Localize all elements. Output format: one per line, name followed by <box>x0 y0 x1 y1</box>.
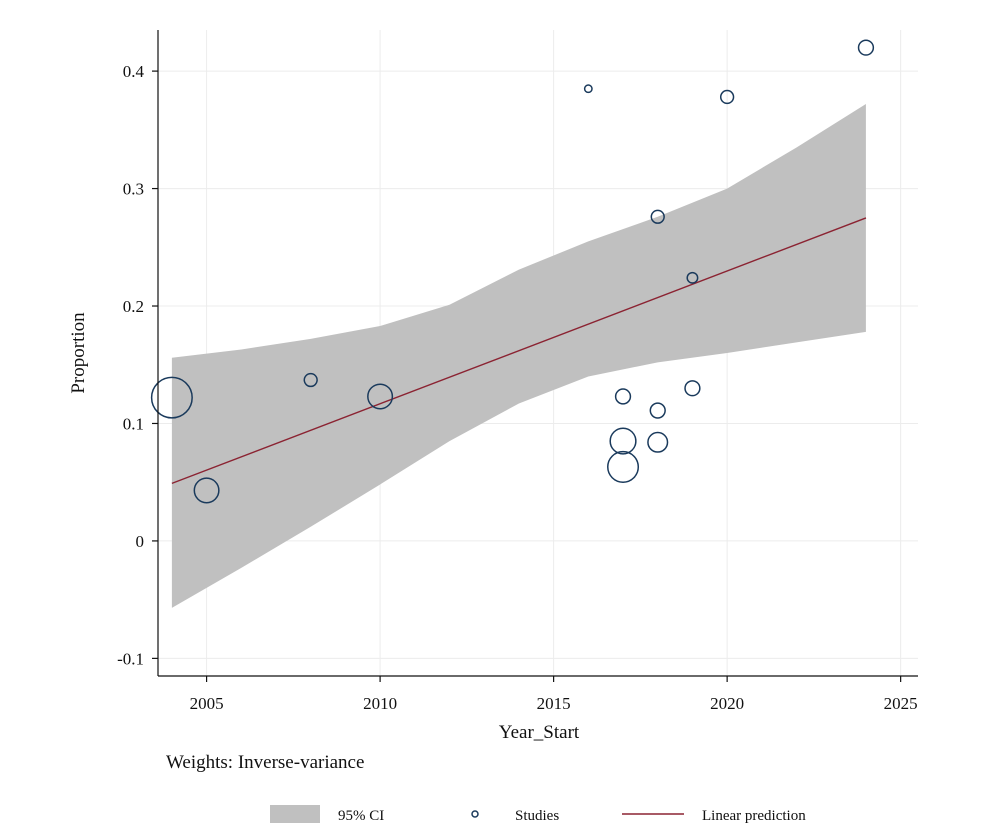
legend-studies-label: Studies <box>515 808 559 824</box>
y-axis-title: Proportion <box>68 312 89 394</box>
study-marker <box>607 450 640 483</box>
y-tick-label: -0.1 <box>117 649 144 668</box>
x-axis-title: Year_Start <box>499 722 580 743</box>
x-axis-ticks: 2005 2010 2015 2020 2025 <box>190 676 918 713</box>
study-marker <box>650 209 665 224</box>
study-marker <box>684 380 701 397</box>
legend-line-label: Linear prediction <box>702 808 806 824</box>
study-marker <box>583 84 593 94</box>
ci-band <box>171 104 866 608</box>
legend: 95% CI Studies Linear prediction <box>270 805 806 824</box>
study-marker <box>614 388 632 405</box>
study-marker <box>647 431 669 453</box>
legend-studies-marker <box>471 810 479 818</box>
study-marker <box>649 402 666 419</box>
study-marker <box>719 89 735 105</box>
y-tick-label: 0.2 <box>123 297 144 316</box>
y-tick-label: 0 <box>136 532 145 551</box>
study-marker <box>367 383 394 410</box>
weights-note: Weights: Inverse-variance <box>166 752 365 773</box>
axes <box>157 30 918 677</box>
study-marker <box>150 376 193 419</box>
x-tick-label: 2025 <box>884 694 918 713</box>
y-axis-ticks: -0.1 0 0.1 0.2 0.3 0.4 <box>117 62 158 668</box>
y-tick-label: 0.3 <box>123 180 144 199</box>
x-tick-label: 2015 <box>537 694 571 713</box>
study-marker <box>193 477 220 504</box>
x-tick-label: 2005 <box>190 694 224 713</box>
study-marker <box>857 39 875 56</box>
study-marker <box>303 372 318 388</box>
linear-prediction-line <box>171 217 867 485</box>
study-marker <box>686 271 699 284</box>
study-markers <box>150 39 875 504</box>
study-marker <box>609 427 637 455</box>
x-tick-label: 2010 <box>363 694 397 713</box>
legend-ci-swatch <box>270 805 320 823</box>
legend-ci-label: 95% CI <box>338 808 384 824</box>
y-tick-label: 0.1 <box>123 414 144 433</box>
y-tick-label: 0.4 <box>123 62 145 81</box>
x-tick-label: 2020 <box>710 694 744 713</box>
